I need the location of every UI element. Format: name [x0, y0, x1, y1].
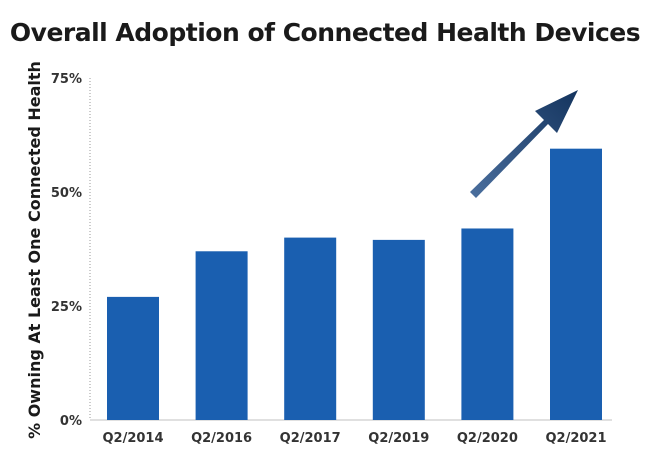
x-tick-label: Q2/2014 — [102, 431, 163, 446]
chart-title: Overall Adoption of Connected Health Dev… — [9, 18, 641, 47]
x-tick-label: Q2/2019 — [368, 431, 429, 446]
x-tick-label: Q2/2016 — [191, 431, 252, 446]
y-tick-label: 0% — [60, 414, 82, 429]
bar — [284, 237, 337, 420]
y-tick-label: 25% — [51, 300, 82, 315]
bar — [372, 239, 425, 420]
bar — [107, 296, 159, 420]
bar — [195, 251, 248, 420]
y-tick-label: 50% — [51, 186, 82, 201]
x-tick-label: Q2/2021 — [545, 431, 606, 446]
x-tick-label: Q2/2017 — [280, 431, 341, 446]
bar — [461, 228, 514, 420]
trend-arrow — [470, 90, 578, 198]
y-axis-label: % Owning At Least One Connected Health — [25, 61, 44, 439]
bar — [550, 148, 602, 420]
x-tick-label: Q2/2020 — [457, 431, 518, 446]
y-tick-label: 75% — [51, 72, 82, 87]
